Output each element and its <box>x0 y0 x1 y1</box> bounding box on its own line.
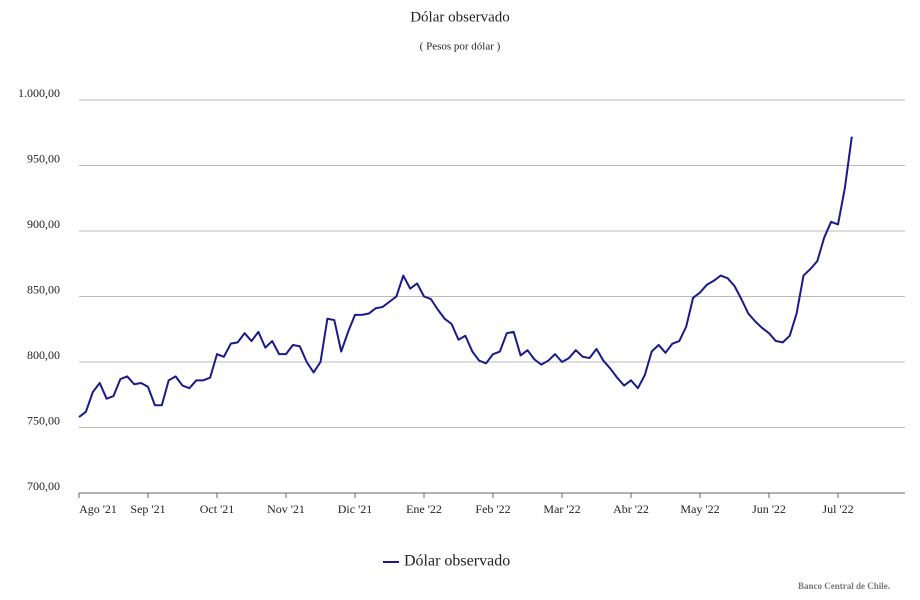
x-tick-label: Feb '22 <box>475 502 510 516</box>
y-tick-label: 850,00 <box>27 282 60 296</box>
y-tick-label: 950,00 <box>27 151 60 165</box>
x-tick-label: Mar '22 <box>543 502 580 516</box>
x-tick-label: Oct '21 <box>200 502 235 516</box>
x-tick-label: Abr '22 <box>613 502 649 516</box>
x-tick-label: May '22 <box>680 502 719 516</box>
x-tick-label: Ago '21 <box>79 502 117 516</box>
legend-label: Dólar observado <box>404 553 510 570</box>
chart-subtitle: ( Pesos por dólar ) <box>420 41 501 53</box>
x-tick-label: Ene '22 <box>406 502 442 516</box>
x-tick-label: Dic '21 <box>338 502 373 516</box>
source: Banco Central de Chile. <box>798 581 890 591</box>
y-tick-label: 900,00 <box>27 217 60 231</box>
y-tick-label: 800,00 <box>27 348 60 362</box>
y-tick-label: 1.000,00 <box>18 86 60 100</box>
x-tick-label: Jul '22 <box>822 502 853 516</box>
x-tick-label: Jun '22 <box>752 502 786 516</box>
y-tick-label: 750,00 <box>27 413 60 427</box>
y-tick-label: 700,00 <box>27 479 60 493</box>
chart-title: Dólar observado <box>410 9 510 25</box>
line <box>78 136 853 418</box>
x-tick-label: Nov '21 <box>267 502 305 516</box>
x-tick-label: Sep '21 <box>130 502 165 516</box>
